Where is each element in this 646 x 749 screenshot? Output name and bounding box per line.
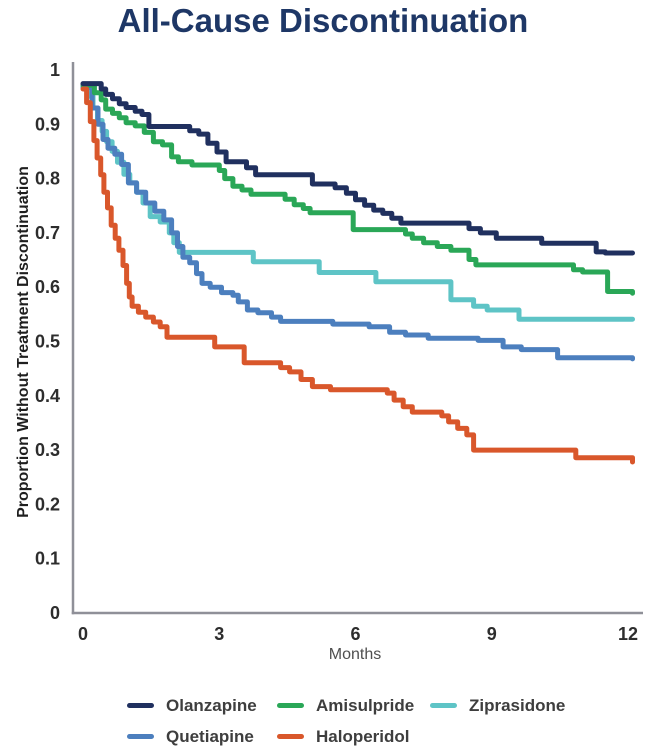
y-tick-label-0.6: 0.6 <box>35 277 60 297</box>
legend-item-ziprasidone: Ziprasidone <box>430 696 565 716</box>
legend-row-1: Olanzapine Amisulpride Ziprasidone <box>127 693 565 718</box>
y-tick-label-0.5: 0.5 <box>35 332 60 352</box>
legend-swatch-ziprasidone <box>430 703 457 708</box>
chart-legend: Olanzapine Amisulpride Ziprasidone Quetiapi… <box>127 693 565 749</box>
legend-swatch-olanzapine <box>127 703 154 708</box>
x-tick-label-0: 0 <box>78 624 88 644</box>
y-tick-label-1: 1 <box>50 60 60 80</box>
legend-label-amisulpride: Amisulpride <box>316 695 415 715</box>
x-tick-label-6: 6 <box>350 624 360 644</box>
legend-item-haloperidol: Haloperidol <box>277 727 430 747</box>
y-tick-label-0.4: 0.4 <box>35 386 60 406</box>
survival-chart-plot: 1 0.9 0.8 0.7 0.6 0.5 0.4 0.3 0.2 0.1 00 3 6 9 12 <box>35 60 643 644</box>
y-tick-label-0.1: 0.1 <box>35 549 60 569</box>
chart-title: All-Cause Discontinuation <box>117 2 529 39</box>
legend-row-2: Quetiapine Haloperidol <box>127 724 560 749</box>
y-tick-label-0: 0 <box>50 603 60 623</box>
x-tick-label-3: 3 <box>214 624 224 644</box>
legend-item-amisulpride: Amisulpride <box>277 696 430 716</box>
y-tick-label-0.9: 0.9 <box>35 114 60 134</box>
y-tick-label-0.7: 0.7 <box>35 223 60 243</box>
x-tick-label-12: 12 <box>618 624 638 644</box>
series-curve-amisulpride <box>80 82 635 296</box>
legend-item-olanzapine: Olanzapine <box>127 696 277 716</box>
legend-swatch-haloperidol <box>277 734 304 739</box>
y-axis-title: Proportion Without Treatment Discontinua… <box>15 166 32 518</box>
legend-label-haloperidol: Haloperidol <box>316 726 410 746</box>
legend-swatch-amisulpride <box>277 703 304 708</box>
series-curve-ziprasidone <box>80 83 635 322</box>
legend-label-olanzapine: Olanzapine <box>166 695 257 715</box>
series-curve-quetiapine <box>80 84 635 362</box>
legend-item-quetiapine: Quetiapine <box>127 727 277 747</box>
legend-label-quetiapine: Quetiapine <box>166 726 254 746</box>
legend-swatch-quetiapine <box>127 734 154 739</box>
y-tick-label-0.3: 0.3 <box>35 440 60 460</box>
x-tick-label-9: 9 <box>487 624 497 644</box>
series-curve-olanzapine <box>80 81 635 256</box>
series-curve-haloperidol <box>80 86 635 465</box>
y-tick-label-0.8: 0.8 <box>35 169 60 189</box>
y-tick-label-0.2: 0.2 <box>35 494 60 514</box>
legend-label-ziprasidone: Ziprasidone <box>469 695 566 715</box>
x-axis-title: Months <box>328 646 382 663</box>
